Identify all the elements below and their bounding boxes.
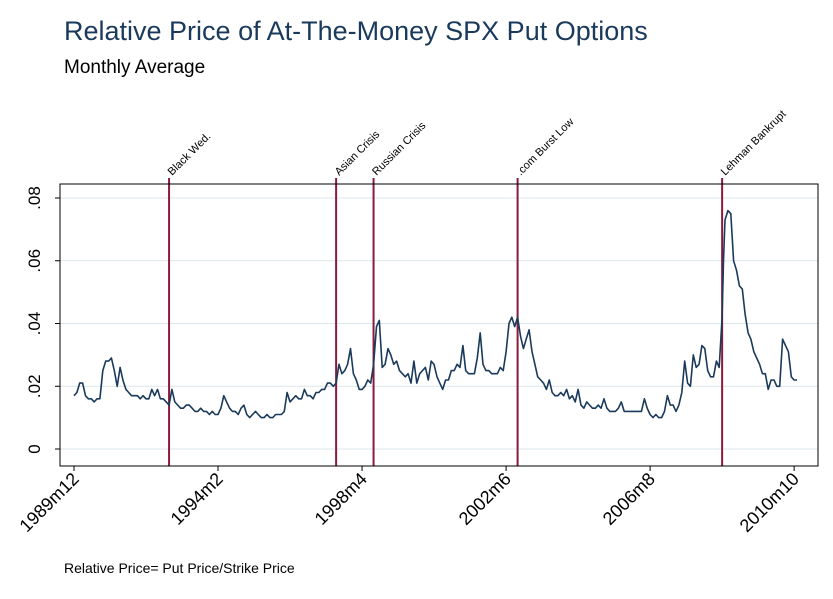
y-tick-label: .06 [25, 249, 44, 273]
x-tick-label: 2002m6 [455, 469, 515, 529]
series-line [73, 209, 797, 419]
x-tick-label: 2006m8 [599, 469, 659, 529]
event-label: .com Burst Low [514, 116, 576, 178]
x-tick-label: 1989m12 [16, 469, 83, 536]
chart-note: Relative Price= Put Price/Strike Price [64, 560, 295, 576]
chart-subtitle: Monthly Average [64, 57, 206, 78]
series-layer [73, 209, 797, 419]
y-tick-label: .08 [25, 186, 44, 210]
y-tick-label: .04 [25, 312, 44, 336]
chart-title: Relative Price of At-The-Money SPX Put O… [64, 16, 648, 46]
y-tick-label: .02 [25, 374, 44, 398]
axis-layer: 0 .02 .04 .06 .08 1989m12 1994m2 1998m4 2002m6 20… [16, 183, 819, 536]
event-label: Black Wed. [166, 130, 214, 178]
event-label: Lehman Bankrupt [719, 108, 789, 178]
x-tick-label: 2010m10 [736, 469, 803, 536]
event-label: Russian Crisis [370, 120, 429, 179]
grid-layer [60, 197, 818, 450]
x-tick-label: 1994m2 [167, 469, 227, 529]
y-tick-label: 0 [25, 444, 44, 453]
x-tick-label: 1998m4 [311, 469, 371, 529]
plot-frame [59, 183, 819, 467]
